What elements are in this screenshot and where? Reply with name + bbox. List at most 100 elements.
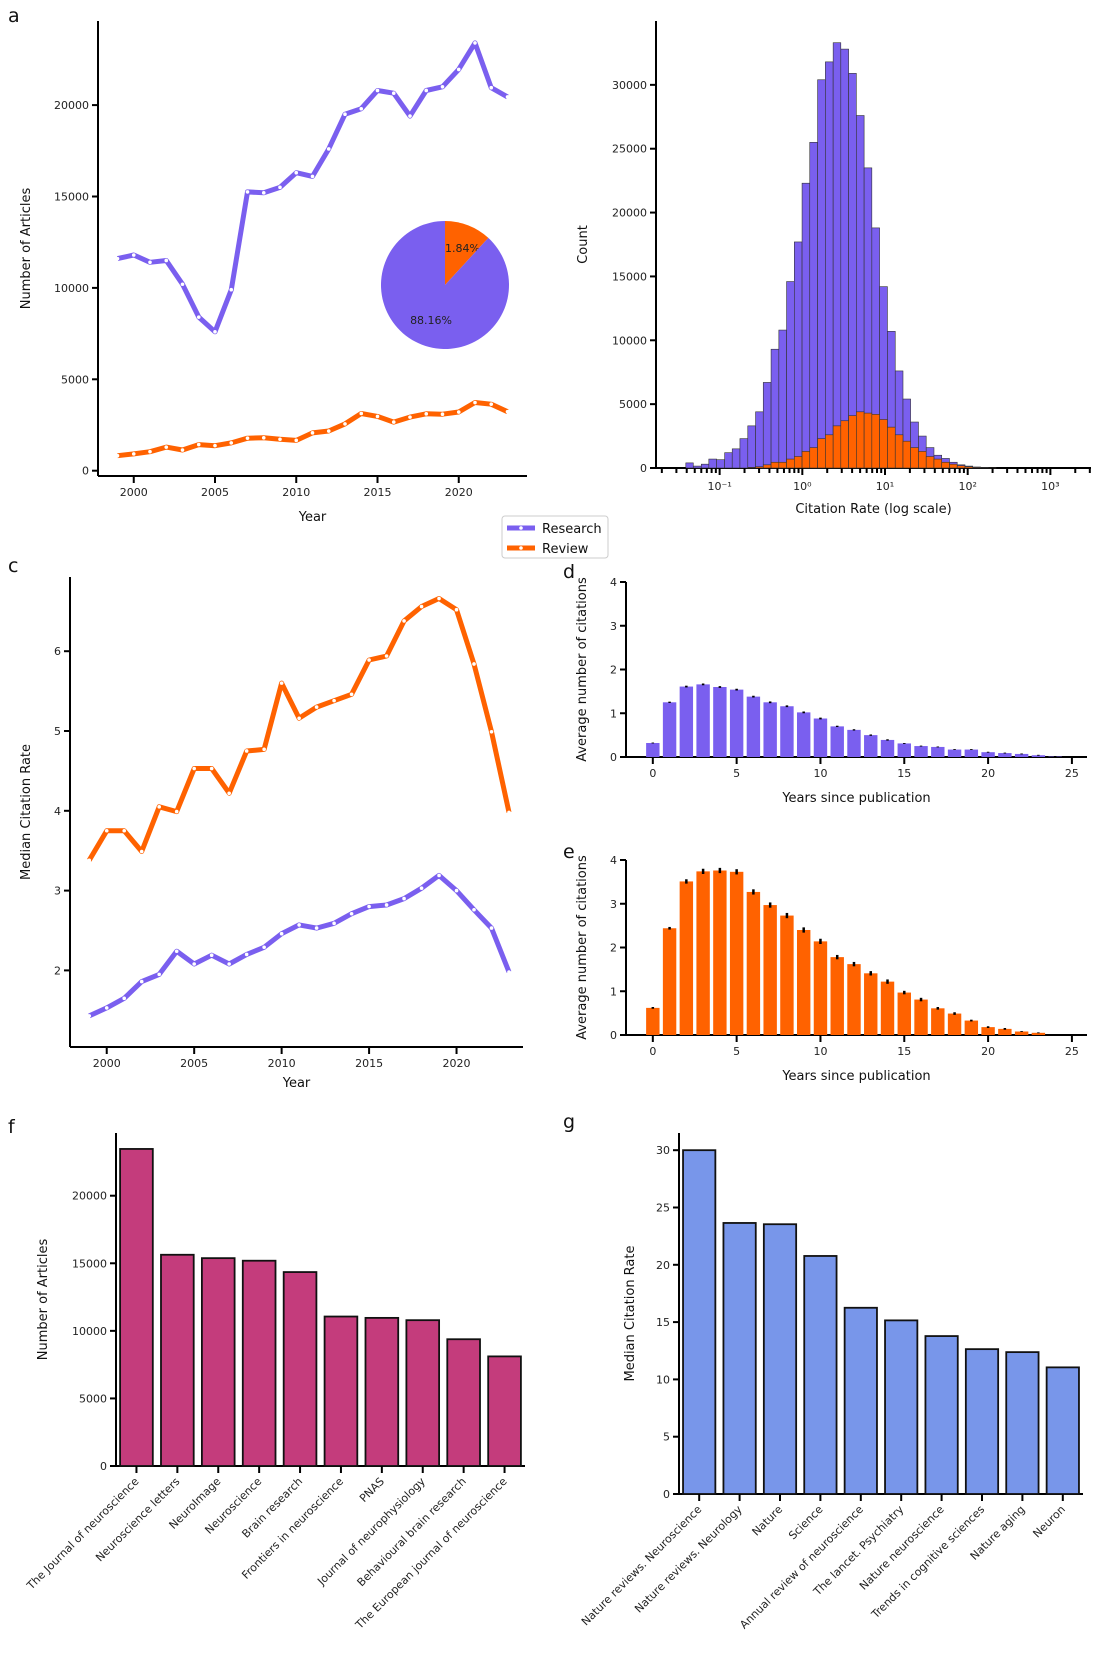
data-point: [437, 596, 441, 601]
x-tick-label: 2020: [443, 1057, 471, 1070]
bar: [998, 753, 1012, 757]
histogram-bar-review: [918, 451, 927, 469]
data-point: [262, 945, 266, 950]
bar: [981, 752, 995, 757]
x-axis-label: Years since publication: [781, 791, 930, 806]
bar: [1045, 1366, 1080, 1495]
histogram-bar-research: [801, 182, 811, 469]
bar: [282, 1271, 318, 1467]
bar: [713, 687, 727, 757]
panel-d: 0 1 2 3 4 Average number of citations Years si…: [575, 576, 1087, 806]
data-point: [424, 88, 429, 93]
y-axis-label: Average number of citations: [575, 855, 590, 1040]
y-axis-label: Median Citation Rate: [19, 744, 34, 880]
data-point: [314, 926, 319, 930]
panel-f: 0 5000 10000 15000 20000 Number of Articles Th…: [24, 1133, 525, 1632]
y-tick-label: 10000: [612, 334, 647, 347]
histogram-bar-review: [755, 466, 764, 469]
data-point: [279, 931, 284, 936]
legend-marker-research: [519, 526, 523, 530]
y-tick-label: 6: [54, 645, 61, 658]
data-point: [314, 705, 319, 709]
y-axis-label: Number of Articles: [36, 1239, 51, 1361]
data-point: [229, 441, 234, 445]
data-point: [227, 791, 231, 796]
data-point: [261, 435, 266, 440]
x-tick-label: 2015: [364, 486, 392, 499]
y-tick-label: 3: [54, 885, 61, 898]
bar: [1005, 1351, 1040, 1495]
data-point: [209, 953, 214, 958]
panel-a: 0 5000 10000 15000 20000 Number of Articles Ye…: [19, 21, 527, 525]
histogram-bar-research: [708, 458, 717, 469]
y-tick-label: 15000: [72, 1257, 107, 1270]
bar: [780, 915, 794, 1035]
bar: [947, 749, 962, 757]
histogram-bar-review: [817, 438, 826, 469]
data-point: [472, 662, 476, 666]
data-point: [279, 681, 284, 685]
data-point: [454, 888, 459, 893]
bar: [1014, 1031, 1029, 1035]
panel-label-e: e: [563, 841, 575, 863]
histogram-bar-review: [809, 447, 818, 469]
histogram-bar-research: [848, 73, 857, 469]
bar: [843, 1306, 878, 1495]
bar: [813, 941, 828, 1035]
y-tick-label: 20000: [72, 1190, 107, 1203]
histogram-bar-review: [747, 467, 756, 469]
x-axis-label: Year: [298, 510, 327, 525]
histogram-bar-review: [941, 461, 950, 469]
x-tick-label: The European journal of neuroscience: [352, 1475, 509, 1632]
histogram-bar-research: [685, 462, 694, 469]
histogram-bar-research: [762, 382, 772, 469]
data-point: [391, 91, 396, 96]
histogram-bar-review: [770, 461, 780, 469]
bar: [323, 1315, 359, 1467]
x-tick-label: 2000: [93, 1057, 121, 1070]
data-point: [424, 412, 429, 416]
data-point: [244, 749, 249, 753]
y-tick-label: 15000: [612, 270, 647, 283]
bar: [981, 1027, 995, 1035]
y-tick-label: 1: [610, 707, 617, 720]
legend-label-review: Review: [542, 542, 589, 557]
series-line-review: [87, 596, 512, 862]
bar: [924, 1335, 959, 1495]
x-tick-label: 15: [897, 767, 911, 780]
histogram-bar-research: [809, 142, 818, 469]
x-tick-label: 10: [813, 767, 827, 780]
bar: [897, 992, 911, 1035]
histogram-bar-review: [956, 465, 966, 469]
bar: [931, 746, 945, 757]
data-point: [489, 402, 494, 406]
x-tick-label: Science: [786, 1503, 826, 1543]
bar: [964, 1348, 1000, 1495]
bar: [713, 870, 727, 1035]
data-point: [87, 858, 92, 863]
data-point: [326, 429, 331, 433]
data-point: [343, 112, 347, 117]
histogram-bar-review: [848, 415, 857, 469]
panel-label-a: a: [8, 5, 20, 27]
x-axis-label: Citation Rate (log scale): [795, 502, 951, 517]
y-tick-label: 0: [663, 1488, 670, 1501]
y-tick-label: 20000: [54, 99, 89, 112]
series-line-research: [88, 872, 512, 1019]
data-point: [419, 886, 424, 891]
y-tick-label: 2: [610, 664, 617, 677]
data-point: [196, 315, 201, 319]
histogram-bar-review: [825, 434, 834, 469]
bar: [746, 696, 761, 757]
data-point: [148, 260, 152, 265]
histogram-bar-research: [731, 448, 741, 469]
y-tick-label: 25000: [612, 143, 647, 156]
data-point: [489, 730, 494, 734]
data-point: [104, 828, 109, 833]
bar: [914, 746, 928, 757]
data-point: [473, 400, 477, 405]
histogram-bar-review: [832, 425, 842, 469]
data-point: [122, 828, 127, 833]
bar: [830, 726, 844, 757]
x-tick-label: 2000: [120, 486, 148, 499]
